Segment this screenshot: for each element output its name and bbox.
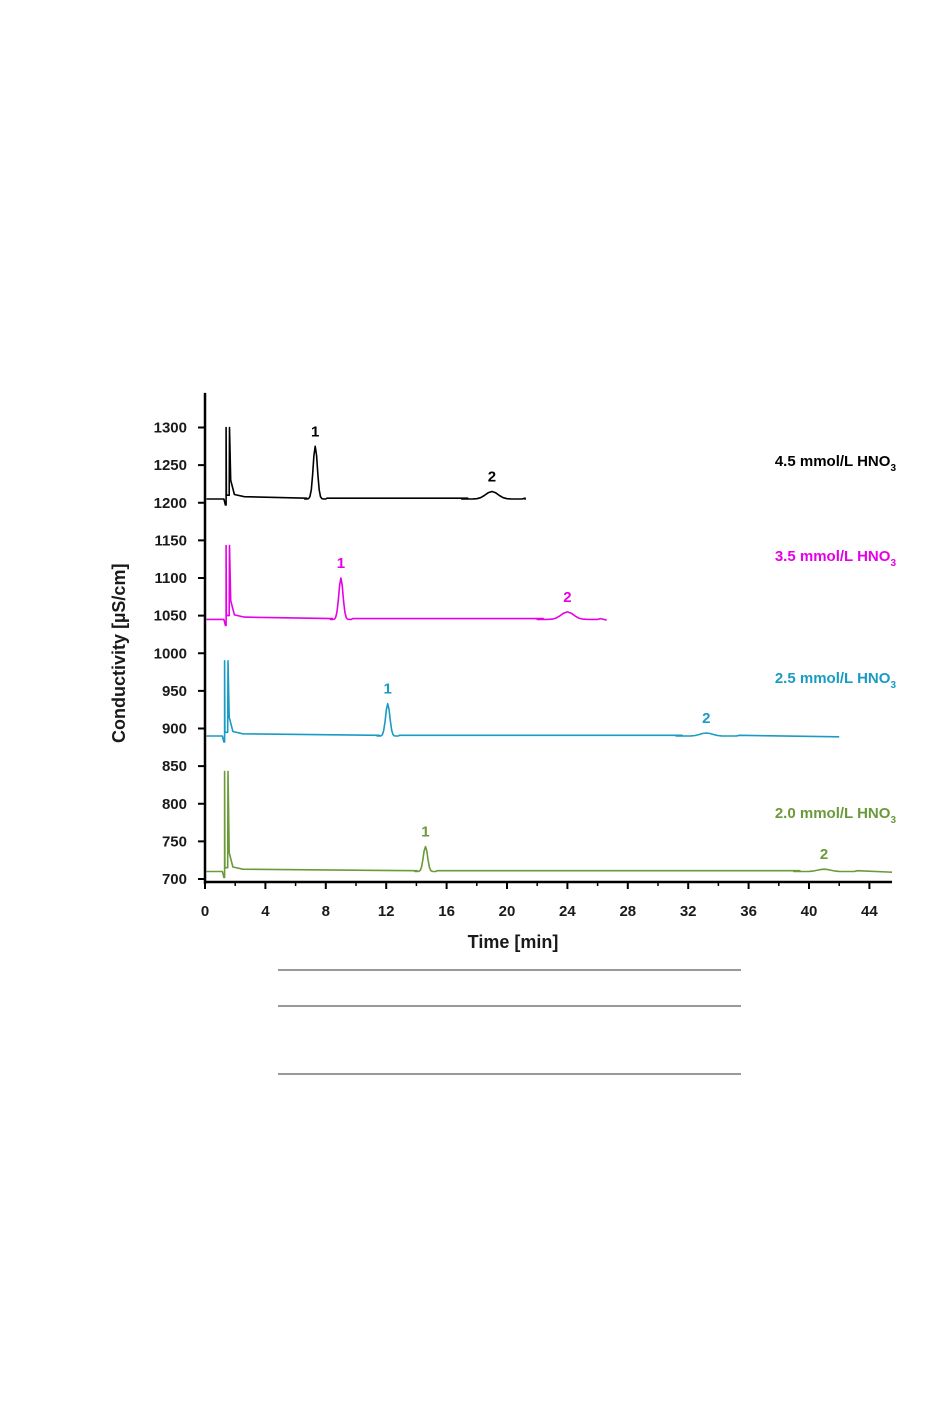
labels: 1 2 4.5 mmol/L HNO3 1 2 3.5 mmol/L HNO3 1 2 2.5 … (311, 423, 896, 863)
y-tick-label: 1150 (154, 532, 187, 549)
peak-label: 1 (311, 423, 319, 440)
y-tick-label: 1100 (154, 570, 187, 587)
y-tick-label: 1300 (154, 420, 187, 437)
y-tick-label: 1050 (154, 608, 187, 625)
y-tick-label: 1200 (154, 495, 187, 512)
x-tick-label: 40 (801, 903, 818, 920)
x-tick-label: 0 (201, 903, 209, 920)
x-tick-label: 24 (559, 903, 576, 920)
peak-label: 2 (488, 468, 496, 485)
peak-label: 1 (384, 681, 392, 698)
y-axis-title: Conductivity [µS/cm] (109, 564, 129, 743)
peak-label: 1 (337, 555, 345, 572)
y-tick-label: 1250 (154, 457, 187, 474)
traces (206, 426, 893, 879)
series-label: 4.5 mmol/L HNO3 (775, 453, 897, 474)
x-tick-label: 12 (378, 903, 395, 920)
peak-label: 2 (820, 846, 828, 863)
y-tick-label: 950 (162, 683, 187, 700)
y-tick-label: 700 (162, 871, 187, 888)
x-tick-label: 8 (322, 903, 330, 920)
x-tick-label: 16 (438, 903, 455, 920)
trace-1 (206, 426, 526, 506)
y-tick-label: 850 (162, 758, 187, 775)
series-label: 2.5 mmol/L HNO3 (775, 670, 897, 691)
x-tick-label: 36 (740, 903, 757, 920)
x-tick-label: 20 (499, 903, 516, 920)
y-tick-label: 750 (162, 833, 187, 850)
x-tick-label: 28 (619, 903, 636, 920)
x-axis-title: Time [min] (468, 932, 559, 952)
x-tick-label: 32 (680, 903, 697, 920)
axes: 7007508008509009501000105011001150120012… (109, 392, 893, 952)
peak-label: 2 (563, 589, 571, 606)
y-tick-label: 800 (162, 796, 187, 813)
series-label: 3.5 mmol/L HNO3 (775, 548, 897, 569)
x-tick-label: 44 (861, 903, 878, 920)
trace-2 (206, 544, 607, 627)
series-label: 2.0 mmol/L HNO3 (775, 805, 897, 826)
peak-label: 2 (702, 710, 710, 727)
peak-label: 1 (421, 824, 429, 841)
trace-3 (206, 659, 840, 743)
x-tick-label: 4 (261, 903, 270, 920)
y-tick-label: 1000 (154, 645, 187, 662)
y-tick-label: 900 (162, 721, 187, 738)
separator-lines (278, 969, 741, 1075)
trace-4 (206, 770, 893, 879)
